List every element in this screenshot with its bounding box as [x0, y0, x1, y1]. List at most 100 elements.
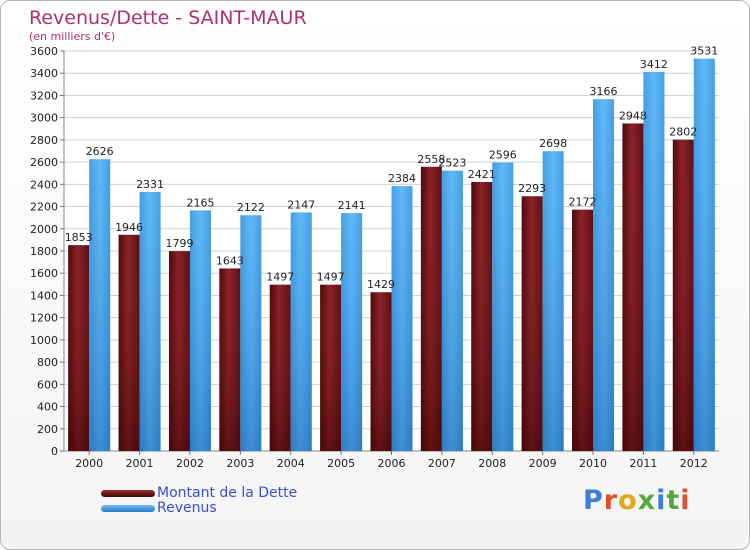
bar-revenus-shade: [391, 186, 413, 451]
x-tick-label: 2009: [529, 457, 557, 470]
data-label-dette: 1946: [115, 221, 143, 234]
bar-dette-shade: [68, 245, 90, 451]
bar-dette-shade: [521, 196, 543, 451]
y-tick-label: 200: [37, 423, 58, 436]
bar-dette-shade: [370, 292, 392, 451]
bar-revenus-shade: [492, 162, 514, 452]
bar-dette-shade: [471, 182, 493, 451]
x-tick-label: 2011: [629, 457, 657, 470]
data-label-dette: 1497: [266, 271, 294, 284]
x-tick-label: 2010: [579, 457, 607, 470]
data-label-revenus: 2626: [86, 145, 114, 158]
logo-letter: o: [618, 485, 638, 516]
legend-swatch-revenus: [101, 505, 155, 512]
x-tick-label: 2012: [680, 457, 708, 470]
y-tick-label: 2000: [30, 223, 58, 236]
bar-revenus-shade: [89, 159, 111, 451]
bar-revenus-shade: [643, 71, 665, 451]
bar-dette-shade: [219, 268, 241, 451]
data-label-revenus: 2122: [237, 201, 265, 214]
data-label-revenus: 3166: [590, 85, 618, 98]
y-tick-label: 800: [37, 356, 58, 369]
y-tick-label: 1000: [30, 334, 58, 347]
legend-label-revenus: Revenus: [157, 500, 217, 516]
bar-revenus-shade: [542, 151, 564, 451]
y-tick-label: 2400: [30, 178, 58, 191]
y-tick-label: 2600: [30, 156, 58, 169]
logo-letter: t: [666, 485, 681, 516]
chart-subtitle: (en milliers d'€): [29, 30, 116, 43]
x-tick-label: 2004: [277, 457, 305, 470]
bar-dette-shade: [320, 284, 342, 451]
y-tick-label: 1200: [30, 312, 58, 325]
data-label-dette: 1497: [317, 271, 345, 284]
legend-label-dette: Montant de la Dette: [157, 485, 298, 501]
data-label-revenus: 2384: [388, 172, 416, 185]
bar-revenus-shade: [441, 170, 463, 451]
x-tick-label: 2005: [327, 457, 355, 470]
data-label-revenus: 2698: [539, 137, 567, 150]
x-tick-label: 2007: [428, 457, 456, 470]
bar-revenus-shade: [341, 213, 363, 451]
bar-revenus-shade: [240, 215, 262, 451]
x-tick-label: 2000: [75, 457, 103, 470]
data-label-dette: 2421: [468, 168, 496, 181]
y-tick-label: 0: [51, 445, 58, 458]
x-tick-label: 2001: [126, 457, 154, 470]
bar-dette-shade: [672, 139, 694, 451]
data-label-dette: 1799: [165, 237, 193, 250]
y-tick-label: 1400: [30, 289, 58, 302]
bar-dette-shade: [168, 251, 190, 451]
data-label-dette: 2172: [569, 196, 597, 209]
y-tick-label: 600: [37, 378, 58, 391]
logo-letter: i: [656, 485, 667, 516]
x-tick-label: 2003: [226, 457, 254, 470]
data-label-revenus: 3531: [690, 45, 718, 58]
bar-dette-shade: [420, 166, 442, 451]
bar-dette-shade: [269, 284, 291, 451]
data-label-dette: 2802: [669, 126, 697, 139]
data-label-dette: 2948: [619, 109, 647, 122]
bar-dette-shade: [572, 209, 594, 451]
data-label-revenus: 2331: [136, 178, 164, 191]
data-label-dette: 2293: [518, 182, 546, 195]
y-tick-label: 1800: [30, 245, 58, 258]
y-tick-label: 400: [37, 401, 58, 414]
bar-revenus-shade: [290, 212, 312, 451]
data-label-dette: 1429: [367, 278, 395, 291]
bar-revenus-shade: [139, 192, 161, 451]
data-label-revenus: 2147: [287, 198, 315, 211]
bar-revenus-shade: [189, 210, 211, 451]
proxiti-logo: Proxiti: [583, 485, 691, 516]
bar-revenus-shade: [693, 58, 715, 452]
data-label-dette: 2558: [417, 153, 445, 166]
bar-dette-shade: [118, 234, 140, 451]
y-tick-label: 2200: [30, 201, 58, 214]
data-label-dette: 1853: [65, 231, 93, 244]
logo-letter: P: [583, 485, 604, 516]
y-tick-label: 3200: [30, 89, 58, 102]
data-label-revenus: 2523: [438, 157, 466, 170]
y-tick-label: 1600: [30, 267, 58, 280]
x-tick-label: 2002: [176, 457, 204, 470]
y-tick-label: 2800: [30, 134, 58, 147]
data-label-dette: 1643: [216, 254, 244, 267]
bar-dette-shade: [622, 123, 644, 451]
logo-letter: x: [637, 485, 657, 516]
data-label-revenus: 2141: [338, 199, 366, 212]
logo-letter: i: [680, 485, 691, 516]
y-tick-label: 3400: [30, 67, 58, 80]
x-tick-label: 2006: [378, 457, 406, 470]
legend-swatch-dette: [101, 490, 155, 497]
y-tick-label: 3600: [30, 45, 58, 58]
chart-title: Revenus/Dette - SAINT-MAUR: [29, 7, 307, 29]
bar-revenus-shade: [593, 99, 615, 451]
data-label-revenus: 2165: [186, 196, 214, 209]
data-label-revenus: 3412: [640, 58, 668, 71]
y-tick-label: 3000: [30, 112, 58, 125]
data-label-revenus: 2596: [489, 149, 517, 162]
x-tick-label: 2008: [478, 457, 506, 470]
logo-letter: r: [603, 485, 619, 516]
